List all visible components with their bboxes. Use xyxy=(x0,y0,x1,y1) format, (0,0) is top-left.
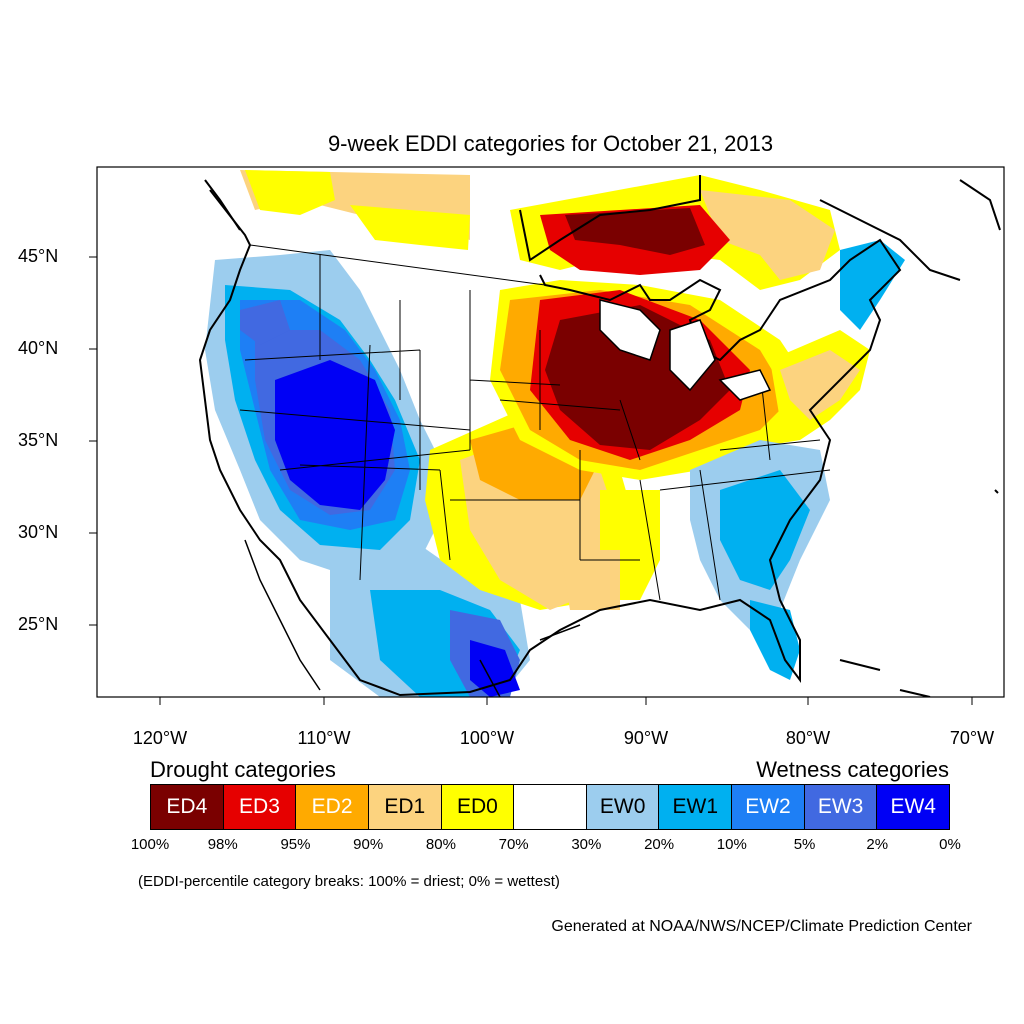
region-texas-ew4 xyxy=(470,640,520,697)
lat-label-45: 45°N xyxy=(18,246,59,266)
legend-box-ed2: ED2 xyxy=(296,785,369,829)
lon-label-110: 110°W xyxy=(297,728,351,748)
percentile-label: 98% xyxy=(207,836,238,853)
legend-box-ew1: EW1 xyxy=(659,785,733,829)
legend-box-ed3: ED3 xyxy=(223,785,297,829)
region-northeast-ed1 xyxy=(700,190,835,280)
percentile-label: 2% xyxy=(866,836,889,853)
lat-label-25: 25°N xyxy=(18,614,59,634)
map-title: 9-week EDDI categories for October 21, 2… xyxy=(327,131,774,156)
drought-categories-heading: Drought categories xyxy=(150,757,336,782)
percentile-label: 95% xyxy=(280,836,311,853)
region-lowermiss-ed1 xyxy=(560,550,620,610)
credit-line: Generated at NOAA/NWS/NCEP/Climate Predi… xyxy=(551,918,972,935)
percentile-label: 80% xyxy=(425,836,456,853)
percentile-breaks: 100% 98% 95% 90% 80% 70% 30% 20% 10% 5% 2% 0% xyxy=(0,836,1024,856)
lat-label-30: 30°N xyxy=(18,522,59,542)
wetness-categories-heading: Wetness categories xyxy=(756,757,949,782)
lon-label-120: 120°W xyxy=(132,728,188,748)
map-frame xyxy=(96,166,1005,698)
percentile-label: 90% xyxy=(353,836,384,853)
percentile-label: 100% xyxy=(130,836,170,853)
percentile-label: 5% xyxy=(793,836,816,853)
legend-box-ed4: ED4 xyxy=(151,785,224,829)
region-northeast-ew1 xyxy=(840,240,905,330)
legend-box-ew4: EW4 xyxy=(877,785,950,829)
region-eastcoast-ed1 xyxy=(780,350,860,420)
lon-label-100: 100°W xyxy=(459,728,515,748)
lon-label-70: 70°W xyxy=(949,728,995,748)
percentile-label: 20% xyxy=(644,836,675,853)
lat-label-35: 35°N xyxy=(18,430,59,450)
legend-box-ew0: EW0 xyxy=(586,785,660,829)
caribbean-islands xyxy=(839,489,999,697)
lat-label-40: 40°N xyxy=(18,338,59,358)
percentile-label: 0% xyxy=(939,836,961,853)
west-canada-coast xyxy=(204,179,241,231)
region-canada-ed0-west xyxy=(245,170,335,215)
great-lakes xyxy=(599,299,772,401)
lon-label-90: 90°W xyxy=(623,728,669,748)
legend-box-neutral xyxy=(514,785,587,829)
region-west-ew4-b xyxy=(240,300,290,345)
mexico-coast xyxy=(244,539,581,697)
percentile-label: 30% xyxy=(571,836,602,853)
region-southeast-ew1 xyxy=(720,470,810,590)
percentile-label: 70% xyxy=(498,836,529,853)
axis-ticks xyxy=(89,256,973,705)
legend-box-ed0: ED0 xyxy=(441,785,515,829)
percentile-note: (EDDI-percentile category breaks: 100% =… xyxy=(138,873,560,890)
us-outline xyxy=(198,189,902,697)
region-canada-ed0-mid xyxy=(350,205,470,250)
region-ontario-ed4 xyxy=(565,208,705,255)
legend-box-ew2: EW2 xyxy=(732,785,805,829)
percentile-label: 10% xyxy=(716,836,747,853)
canada-coast xyxy=(519,175,1001,281)
region-florida-ew1 xyxy=(750,600,800,680)
legend-box-ew3: EW3 xyxy=(804,785,878,829)
category-legend: ED4 ED3 ED2 ED1 ED0 EW0 EW1 EW2 EW3 EW4 xyxy=(150,784,950,830)
lon-label-80: 80°W xyxy=(785,728,831,748)
state-lines xyxy=(239,244,831,601)
legend-box-ed1: ED1 xyxy=(368,785,442,829)
